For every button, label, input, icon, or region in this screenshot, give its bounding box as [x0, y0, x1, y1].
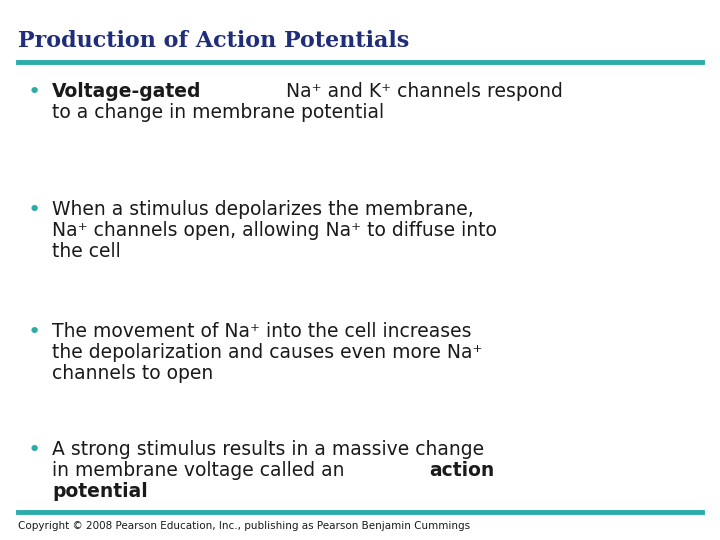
Text: •: •: [28, 322, 41, 342]
Text: to a change in membrane potential: to a change in membrane potential: [52, 103, 384, 122]
Text: potential: potential: [52, 482, 148, 501]
Text: action: action: [429, 461, 494, 480]
Text: •: •: [28, 200, 41, 220]
Text: Production of Action Potentials: Production of Action Potentials: [18, 30, 409, 52]
Text: in membrane voltage called an: in membrane voltage called an: [52, 461, 351, 480]
Text: A strong stimulus results in a massive change: A strong stimulus results in a massive c…: [52, 440, 484, 459]
Text: Na⁺ and K⁺ channels respond: Na⁺ and K⁺ channels respond: [280, 82, 562, 101]
Text: the cell: the cell: [52, 242, 121, 261]
Text: Na⁺ channels open, allowing Na⁺ to diffuse into: Na⁺ channels open, allowing Na⁺ to diffu…: [52, 221, 497, 240]
Text: •: •: [28, 82, 41, 102]
Text: •: •: [28, 440, 41, 460]
Text: Copyright © 2008 Pearson Education, Inc., publishing as Pearson Benjamin Cumming: Copyright © 2008 Pearson Education, Inc.…: [18, 521, 470, 531]
Text: the depolarization and causes even more Na⁺: the depolarization and causes even more …: [52, 343, 482, 362]
Text: channels to open: channels to open: [52, 364, 213, 383]
Text: The movement of Na⁺ into the cell increases: The movement of Na⁺ into the cell increa…: [52, 322, 472, 341]
Text: When a stimulus depolarizes the membrane,: When a stimulus depolarizes the membrane…: [52, 200, 474, 219]
Text: Voltage-gated: Voltage-gated: [52, 82, 202, 101]
